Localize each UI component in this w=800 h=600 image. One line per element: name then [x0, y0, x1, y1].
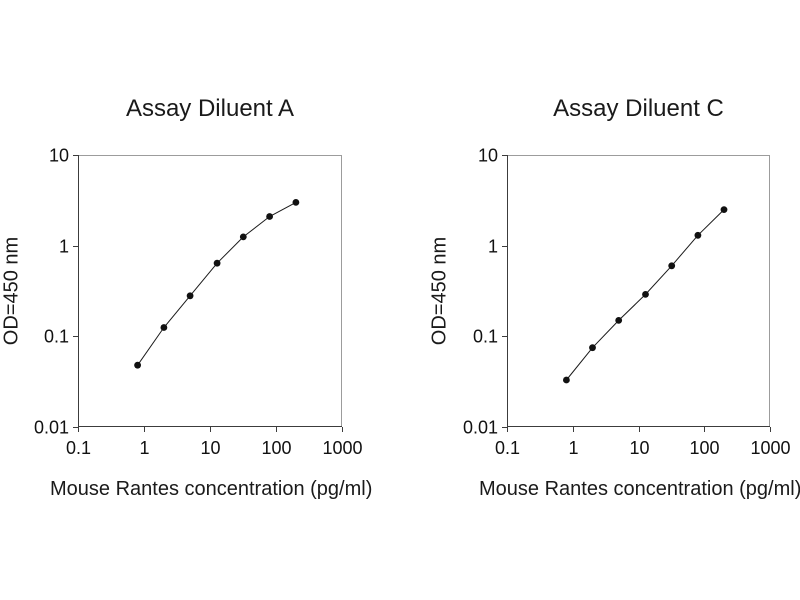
data-point — [642, 291, 649, 298]
data-point — [615, 317, 623, 324]
x-tick-label: 10 — [200, 438, 220, 458]
y-tick-label: 0.1 — [44, 327, 69, 347]
data-point — [668, 262, 676, 270]
data-point — [589, 344, 596, 352]
plot-frame — [507, 155, 770, 427]
chart-panel-assay-diluent-c: Assay Diluent C OD=450 nm 10 1 0.1 0.01 0.1 1… — [400, 0, 800, 600]
x-tick-label: 100 — [689, 438, 719, 458]
x-axis-title: Mouse Rantes concentration (pg/ml) — [479, 478, 800, 500]
y-tick-label: 1 — [488, 237, 498, 257]
data-point — [292, 199, 300, 206]
data-point — [563, 376, 570, 384]
x-tick-label: 0.1 — [66, 438, 91, 458]
chart-panel-assay-diluent-a: Assay Diluent A OD=450 nm 10 1 0.1 0.01 0.1 1… — [1, 95, 373, 501]
y-tick-label: 0.01 — [34, 418, 69, 438]
data-point — [213, 259, 221, 267]
plot-frame — [78, 155, 342, 427]
data-point — [160, 324, 168, 331]
x-tick-label: 100 — [261, 438, 291, 458]
chart-title: Assay Diluent A — [125, 95, 295, 122]
x-tick-label: 1 — [139, 438, 149, 458]
data-point — [186, 292, 194, 300]
x-tick-label: 1000 — [750, 438, 790, 458]
data-point — [266, 213, 273, 220]
data-point — [720, 206, 728, 214]
y-tick-label: 1 — [59, 237, 69, 257]
x-tick-label: 10 — [629, 438, 649, 458]
y-tick-label: 0.01 — [463, 418, 498, 438]
x-tick-label: 0.1 — [495, 438, 520, 458]
y-tick-label: 0.1 — [473, 327, 498, 347]
x-axis-title: Mouse Rantes concentration (pg/ml) — [50, 478, 373, 500]
data-point — [694, 231, 702, 239]
chart-title: Assay Diluent C — [553, 95, 724, 122]
y-tick-label: 10 — [478, 146, 498, 166]
x-tick-label: 1000 — [322, 438, 362, 458]
series-line — [137, 201, 297, 366]
data-point — [239, 233, 247, 241]
x-tick-label: 1 — [568, 438, 578, 458]
y-tick-label: 10 — [49, 146, 69, 166]
data-point — [134, 361, 142, 369]
